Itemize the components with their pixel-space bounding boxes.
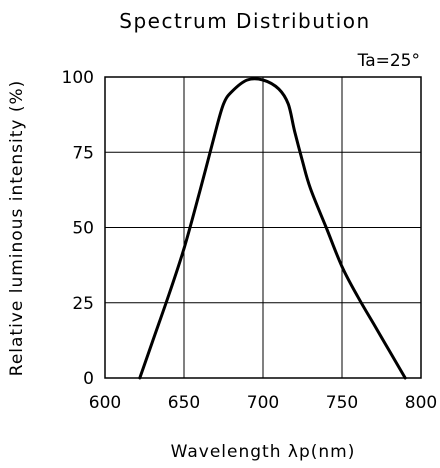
series [138, 77, 407, 380]
grid [105, 77, 421, 378]
x-tick-label: 800 [405, 393, 437, 413]
y-tick-label: 75 [72, 143, 94, 163]
y-tick-labels: 0 25 50 75 100 [62, 68, 94, 389]
y-tick-label: 25 [72, 294, 94, 314]
y-tick-label: 50 [72, 219, 94, 239]
x-tick-label: 750 [326, 393, 358, 413]
spectrum-curve [138, 77, 407, 380]
x-tick-label: 650 [168, 393, 200, 413]
plot-frame [104, 76, 422, 379]
y-tick-label: 0 [83, 369, 94, 389]
x-tick-label: 700 [247, 393, 279, 413]
y-axis-label: Relative luminous intensity (%) [7, 80, 27, 376]
temperature-condition: Ta=25° [357, 51, 420, 71]
x-axis-label: Wavelength λp(nm) [171, 442, 356, 462]
x-tick-label: 600 [89, 393, 121, 413]
chart-title: Spectrum Distribution [119, 9, 370, 33]
x-tick-labels: 600 650 700 750 800 [89, 393, 437, 413]
y-tick-label: 100 [62, 68, 94, 88]
